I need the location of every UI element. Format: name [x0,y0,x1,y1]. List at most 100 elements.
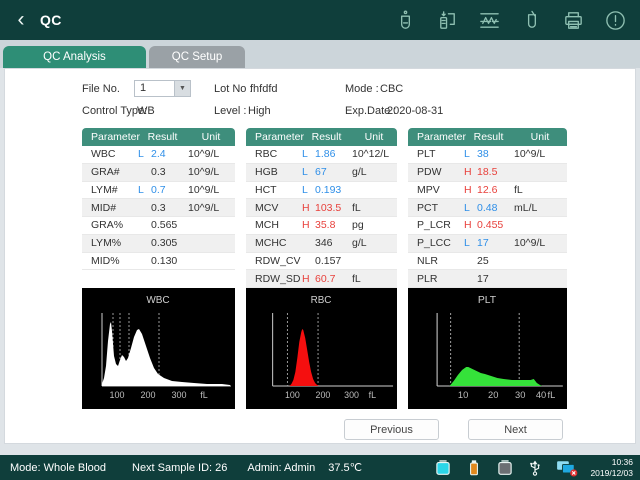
col-unit: Unit [364,131,384,143]
unit-cell: mL/L [514,201,538,214]
param-cell: RDW_CV [255,254,301,267]
mode-value: CBC [380,83,404,95]
flag-cell: L [138,148,144,161]
param-cell: MCV [255,201,279,214]
flag-cell: H [302,272,310,285]
svg-text:200: 200 [316,390,331,400]
load-cartridge-icon[interactable] [436,9,459,32]
flag-cell: H [464,219,472,232]
flag-cell: L [464,237,470,250]
value-cell: 0.193 [315,183,342,196]
table-body: RBC L 1.86 10^12/L HGB L 67 g/L HCT L 0.193 MCV H 103… [246,146,397,288]
table-row: HCT L 0.193 [246,181,397,200]
tabbar: QC Analysis QC Setup [0,40,640,68]
topbar: ‹ QC [0,0,640,40]
qc-column-wbc: Parameter Result Unit WBC L 2.4 10^9/L GRA# 0.3 1… [82,128,235,409]
flag-cell: H [464,166,472,179]
rinse-tube-icon[interactable] [520,9,543,32]
value-cell: 0.565 [151,219,178,232]
table-row: MID# 0.3 10^9/L [82,199,235,217]
param-cell: RDW_SD [255,272,301,285]
table-body: PLT L 38 10^9/L PDW H 18.5 MPV H 12.6 fL PCT L 0.48 mL… [408,146,567,288]
status-temperature: 37.5℃ [328,462,363,474]
svg-text:100: 100 [109,390,124,400]
col-result: Result [311,131,342,143]
topbar-actions [394,9,627,32]
value-cell: 25 [477,254,489,267]
flag-cell: L [302,148,308,161]
table-body: WBC L 2.4 10^9/L GRA# 0.3 10^9/L LYM# L 0.7 10^9/L… [82,146,235,271]
value-cell: 12.6 [477,183,498,196]
value-cell: 0.48 [477,201,498,214]
unit-cell: pg [352,219,364,232]
rbc-histogram: RBC 100 200 300 fL [246,288,397,409]
col-result: Result [147,131,178,143]
param-cell: MID% [91,254,120,267]
previous-button[interactable]: Previous [344,419,439,440]
param-cell: PLT [417,148,436,161]
value-cell: 346 [315,237,333,250]
alert-icon[interactable] [604,9,627,32]
status-mode: Mode: Whole Blood [10,461,106,474]
col-parameter: Parameter [91,131,141,143]
qc-column-rbc: Parameter Result Unit RBC L 1.86 10^12/L HGB L 67… [246,128,397,409]
page-title: QC [40,12,62,28]
table-row: MCV H 103.5 fL [246,199,397,217]
sample-tube-icon[interactable] [394,9,417,32]
value-cell: 0.305 [151,237,178,250]
param-cell: PCT [417,201,438,214]
table-row: RDW_SD H 60.7 fL [246,270,397,288]
svg-text:300: 300 [171,390,186,400]
param-cell: MID# [91,201,117,214]
tab-qc-setup[interactable]: QC Setup [149,46,245,68]
level-label: Level : [214,105,247,117]
param-cell: LYM% [91,237,122,250]
table-row: PCT L 0.48 mL/L [408,199,567,217]
param-cell: LYM# [91,183,118,196]
unit-cell: g/L [352,237,367,250]
unit-cell: 10^12/L [352,148,390,161]
waste-level-icon [496,459,514,477]
table-row: PLR 17 [408,270,567,288]
next-button[interactable]: Next [468,419,563,440]
level-value: High [248,105,271,117]
param-cell: MPV [417,183,440,196]
lot-no-label: Lot No : [214,83,253,95]
value-cell: 2.4 [151,148,166,161]
table-row: P_LCC L 17 10^9/L [408,234,567,253]
diluent-level-icon [434,459,452,477]
value-cell: 35.8 [315,219,336,232]
value-cell: 0.3 [151,166,166,179]
printer-icon[interactable] [562,9,585,32]
waveform-icon[interactable] [478,9,501,32]
exp-date-value: 2020-08-31 [387,105,444,117]
table-row: NLR 25 [408,252,567,271]
clock: 10:36 2019/12/03 [590,457,633,478]
back-button[interactable]: ‹ [17,8,25,31]
unit-cell: 10^9/L [188,201,220,214]
svg-text:WBC: WBC [146,295,169,306]
unit-cell: fL [352,272,361,285]
wbc-histogram: WBC 100 200 300 fL [82,288,235,409]
file-no-label: File No. [82,83,120,95]
table-row: RBC L 1.86 10^12/L [246,146,397,164]
tab-qc-analysis[interactable]: QC Analysis [3,46,146,68]
table-row: MCH H 35.8 pg [246,217,397,235]
svg-text:100: 100 [285,390,300,400]
table-row: WBC L 2.4 10^9/L [82,146,235,164]
param-cell: HGB [255,166,278,179]
col-result: Result [473,131,504,143]
control-type-value: WB [137,105,155,117]
flag-cell: L [302,166,308,179]
unit-cell: 10^9/L [188,183,220,196]
unit-cell: 10^9/L [188,148,220,161]
chevron-down-icon[interactable]: ▼ [174,81,190,96]
param-cell: MCHC [255,237,287,250]
param-cell: GRA% [91,219,124,232]
file-no-dropdown[interactable]: 1 ▼ [134,80,191,97]
plt-histogram: PLT 10 20 30 40 fL [408,288,567,409]
flag-cell: L [302,183,308,196]
svg-text:PLT: PLT [478,295,496,306]
param-cell: PLR [417,272,438,285]
